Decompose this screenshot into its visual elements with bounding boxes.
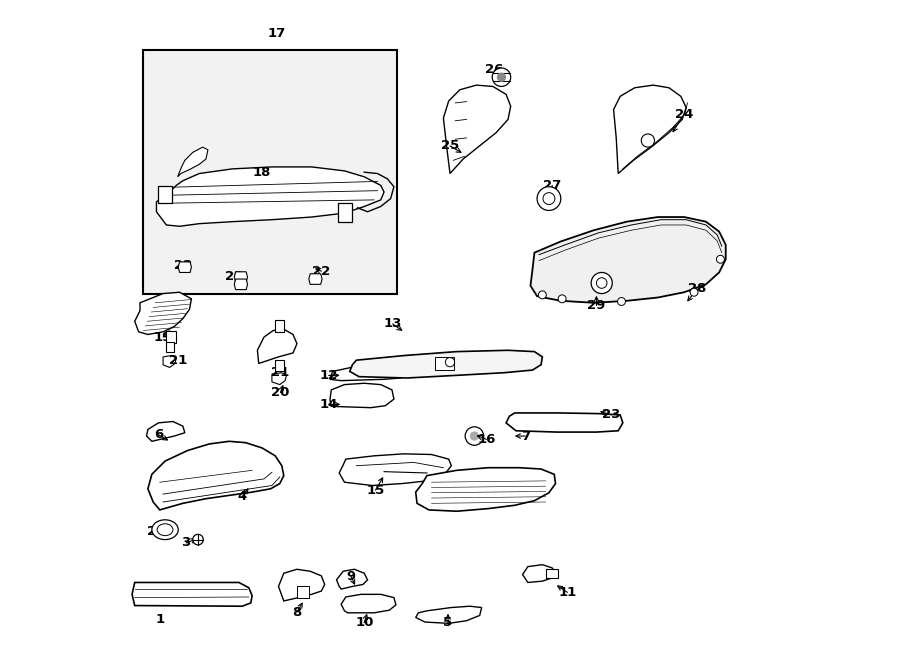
Circle shape [543,192,555,204]
Circle shape [446,358,454,367]
Circle shape [690,288,698,296]
Text: 3: 3 [182,536,191,549]
Circle shape [497,73,506,82]
Polygon shape [178,262,192,272]
Text: 9: 9 [346,570,356,583]
Circle shape [470,432,479,441]
Text: 21: 21 [272,366,290,379]
Bar [276,361,284,370]
Polygon shape [523,564,555,582]
Bar [275,360,284,371]
Bar [436,357,454,370]
Circle shape [538,291,546,299]
Text: 2: 2 [148,525,157,538]
Polygon shape [506,413,623,432]
Text: 17: 17 [267,27,285,40]
Polygon shape [163,356,176,368]
Polygon shape [278,569,325,601]
Circle shape [591,272,612,293]
Bar [545,568,557,578]
Circle shape [716,255,725,263]
Text: 13: 13 [383,317,401,330]
Polygon shape [147,422,184,442]
Text: 8: 8 [292,605,302,619]
Polygon shape [444,85,510,174]
Circle shape [558,295,566,303]
Text: 21: 21 [169,354,187,367]
Text: 16: 16 [477,433,496,446]
Text: 28: 28 [688,282,706,295]
Circle shape [642,134,654,147]
Circle shape [537,186,561,210]
Polygon shape [330,365,407,381]
Text: 11: 11 [558,586,577,599]
Bar [143,50,397,294]
Text: 14: 14 [320,398,338,411]
Bar [158,186,172,203]
Polygon shape [148,442,284,510]
Polygon shape [337,569,367,589]
Bar [338,203,353,221]
Text: 1: 1 [155,613,165,626]
Text: 23: 23 [602,408,621,422]
Text: 4: 4 [238,490,247,503]
Text: 29: 29 [588,299,606,312]
Polygon shape [234,272,248,282]
Bar [297,586,309,598]
Text: 26: 26 [485,63,503,77]
Text: 7: 7 [520,430,530,442]
Text: 27: 27 [543,179,562,192]
Text: 12: 12 [320,369,338,382]
Bar [166,342,175,352]
Text: 10: 10 [356,616,373,629]
Circle shape [617,297,626,305]
Text: 22: 22 [225,270,243,283]
Polygon shape [341,594,396,613]
Polygon shape [272,373,286,385]
Ellipse shape [158,524,173,535]
Polygon shape [157,167,384,226]
Circle shape [597,278,607,288]
Polygon shape [135,292,192,334]
Polygon shape [614,85,686,174]
Polygon shape [416,606,482,623]
Polygon shape [234,279,248,290]
Bar [166,331,176,343]
Polygon shape [309,274,322,284]
Text: 20: 20 [271,386,290,399]
Text: 22: 22 [312,264,330,278]
Polygon shape [330,383,394,408]
Polygon shape [416,468,555,511]
Polygon shape [339,454,451,486]
Bar [275,320,284,332]
Text: 15: 15 [366,484,384,496]
Polygon shape [350,350,543,378]
Polygon shape [257,329,297,364]
Polygon shape [132,582,252,606]
Polygon shape [177,147,208,176]
Text: 18: 18 [253,166,271,178]
Text: 19: 19 [154,330,172,344]
Text: 25: 25 [441,139,459,152]
Text: 5: 5 [444,616,453,629]
Ellipse shape [152,520,178,539]
Circle shape [492,68,510,87]
Circle shape [465,427,483,446]
Text: 6: 6 [154,428,163,442]
Text: 22: 22 [174,259,192,272]
Text: 24: 24 [675,108,693,121]
Circle shape [193,534,203,545]
Polygon shape [530,217,725,303]
